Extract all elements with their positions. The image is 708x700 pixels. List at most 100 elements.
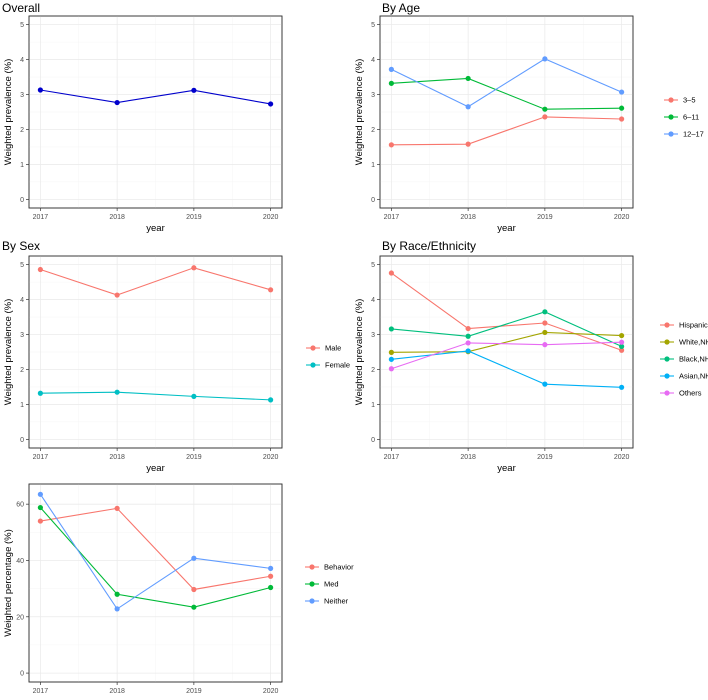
data-point bbox=[619, 116, 625, 122]
y-tick-label: 0 bbox=[20, 437, 24, 444]
y-tick-label: 3 bbox=[20, 92, 24, 99]
y-tick-label: 0 bbox=[371, 437, 375, 444]
data-point bbox=[465, 348, 471, 354]
y-tick-label: 1 bbox=[20, 402, 24, 409]
y-tick-label: 1 bbox=[371, 162, 375, 169]
y-tick-label: 0 bbox=[371, 197, 375, 204]
data-point bbox=[37, 87, 43, 93]
legend-label: 12–17 bbox=[683, 130, 704, 139]
data-point bbox=[37, 266, 43, 273]
data-point bbox=[268, 397, 274, 403]
legend-label: 6–11 bbox=[683, 113, 699, 122]
y-tick-label: 60 bbox=[16, 502, 24, 509]
y-tick-label: 4 bbox=[371, 297, 375, 304]
y-tick-label: 4 bbox=[371, 57, 375, 64]
x-tick-label: 2020 bbox=[263, 214, 279, 221]
data-point bbox=[268, 101, 274, 107]
legend-key-point bbox=[664, 373, 670, 379]
data-point bbox=[542, 329, 548, 336]
x-tick-label: 2019 bbox=[537, 214, 553, 221]
data-point bbox=[542, 381, 548, 387]
legend-label: Med bbox=[324, 580, 339, 589]
y-tick-label: 1 bbox=[371, 402, 375, 409]
data-point bbox=[114, 606, 120, 612]
panel-title: By Age bbox=[382, 1, 420, 15]
data-point bbox=[619, 89, 625, 95]
data-point bbox=[619, 332, 625, 339]
x-tick-label: 2017 bbox=[33, 214, 49, 221]
chart-treatment: 0 20 40 60 2017 2018 2019 2020 year Weighted perc… bbox=[3, 483, 354, 700]
data-point bbox=[619, 343, 625, 350]
data-point bbox=[191, 87, 197, 93]
x-axis-label: year bbox=[146, 697, 164, 700]
plot-border bbox=[379, 15, 634, 209]
legend-key-point bbox=[310, 345, 316, 351]
series-line-white-nh bbox=[391, 331, 622, 353]
data-point bbox=[388, 366, 394, 372]
x-axis-label: year bbox=[497, 223, 515, 234]
data-point bbox=[268, 565, 274, 571]
legend-label: Neither bbox=[324, 597, 349, 606]
data-point bbox=[268, 573, 274, 579]
data-point bbox=[114, 591, 120, 597]
y-axis-label: Weighted prevalence (%) bbox=[354, 59, 365, 166]
x-tick-label: 2019 bbox=[537, 454, 553, 461]
data-point bbox=[388, 326, 394, 332]
series-line-asian-nh bbox=[391, 350, 622, 388]
legend: 3–5 6–11 12–17 bbox=[664, 96, 704, 139]
data-point bbox=[191, 586, 197, 593]
legend-key-point bbox=[668, 97, 674, 103]
x-tick-label: 2020 bbox=[614, 454, 630, 461]
y-tick-label: 40 bbox=[16, 558, 24, 565]
legend-label: Hispanic bbox=[679, 321, 708, 330]
y-tick-label: 3 bbox=[20, 332, 24, 339]
legend: Male Female bbox=[306, 344, 350, 370]
data-point bbox=[388, 66, 394, 72]
x-tick-label: 2018 bbox=[109, 214, 125, 221]
x-tick-label: 2017 bbox=[384, 454, 400, 461]
x-tick-label: 2017 bbox=[33, 688, 49, 695]
y-tick-label: 2 bbox=[20, 127, 24, 134]
series-line-female bbox=[40, 391, 271, 401]
y-tick-label: 5 bbox=[20, 262, 24, 269]
series-line-6-11 bbox=[391, 77, 622, 110]
legend-label: White,NH bbox=[679, 338, 708, 347]
y-tick-label: 5 bbox=[20, 22, 24, 29]
legend: Hispanic White,NH Black,NH Asian,NH Others bbox=[660, 321, 708, 398]
x-tick-label: 2019 bbox=[186, 214, 202, 221]
y-tick-label: 3 bbox=[371, 92, 375, 99]
y-tick-label: 20 bbox=[16, 614, 24, 621]
x-tick-label: 2020 bbox=[614, 214, 630, 221]
chart-overall: Overall 0 1 2 3 4 5 2017 2018 2019 2020 year Weighte… bbox=[2, 1, 283, 234]
series-line-hispanic bbox=[391, 272, 622, 351]
chart-by-sex: By Sex 0 1 2 3 4 5 2017 2018 2019 2020 year Weighted… bbox=[2, 239, 350, 474]
chart-by-race-ethnicity: By Race/Ethnicity 0 1 2 3 4 5 2017 2018 2019 2020 y… bbox=[354, 239, 708, 474]
data-point bbox=[465, 325, 471, 332]
data-point bbox=[114, 292, 120, 298]
x-axis-label: year bbox=[497, 463, 515, 474]
x-tick-label: 2017 bbox=[384, 214, 400, 221]
x-tick-label: 2020 bbox=[263, 454, 279, 461]
legend-key-point bbox=[664, 356, 670, 362]
legend-label: Others bbox=[679, 389, 702, 398]
y-tick-label: 2 bbox=[371, 127, 375, 134]
series-line-black-nh bbox=[391, 311, 622, 347]
y-axis-label: Weighted percentage (%) bbox=[3, 529, 14, 637]
data-point bbox=[619, 105, 625, 111]
plot-border bbox=[28, 15, 283, 209]
x-tick-label: 2020 bbox=[263, 688, 279, 695]
x-axis-label: year bbox=[146, 463, 164, 474]
y-tick-label: 4 bbox=[20, 57, 24, 64]
data-point bbox=[465, 75, 471, 82]
data-point bbox=[388, 270, 394, 276]
panel-title: By Race/Ethnicity bbox=[382, 239, 476, 253]
legend-key-point bbox=[309, 564, 315, 570]
data-point bbox=[465, 104, 471, 110]
data-point bbox=[268, 287, 274, 293]
data-point bbox=[388, 80, 394, 86]
series-line-overall bbox=[40, 89, 271, 105]
data-point bbox=[542, 106, 548, 112]
data-point bbox=[619, 384, 625, 390]
y-tick-label: 2 bbox=[20, 367, 24, 374]
legend-key-point bbox=[664, 390, 670, 396]
